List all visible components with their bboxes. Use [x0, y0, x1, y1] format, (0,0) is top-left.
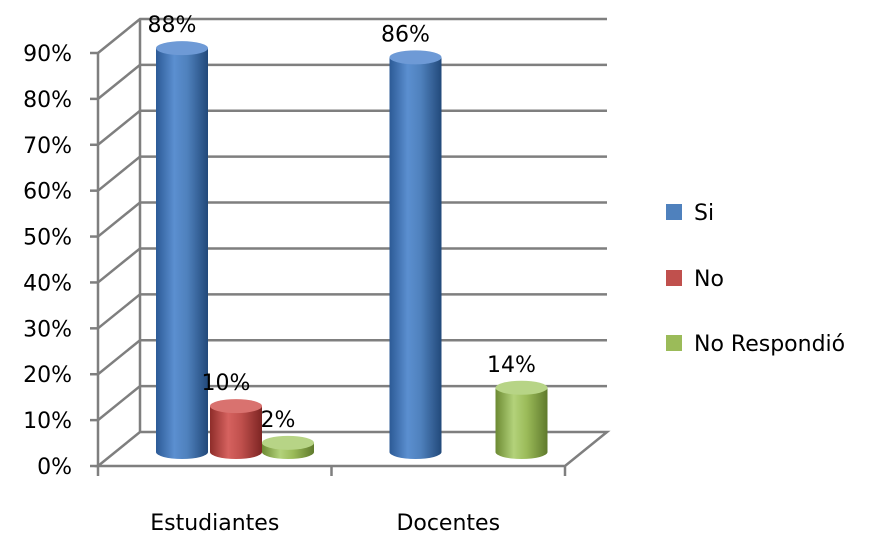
- bar-body: [389, 57, 442, 460]
- y-tick-label: 40%: [23, 271, 72, 296]
- bar-body: [210, 406, 262, 459]
- y-tick-label: 70%: [23, 134, 72, 159]
- y-tick-label: 30%: [23, 317, 72, 342]
- y-tick-label: 20%: [23, 363, 72, 388]
- bar-si-estudiantes: [156, 41, 208, 460]
- data-label: 88%: [148, 13, 197, 38]
- legend-swatch: [666, 270, 682, 286]
- y-tick-label: 0%: [37, 455, 72, 480]
- bar-no-respondió-estudiantes: [262, 435, 314, 459]
- data-label: 14%: [487, 353, 536, 378]
- x-category-label: Docentes: [396, 511, 500, 536]
- bar-no-estudiantes: [210, 399, 262, 459]
- y-tick-label: 60%: [23, 180, 72, 205]
- x-category-label: Estudiantes: [150, 511, 279, 536]
- bar-top: [389, 50, 442, 65]
- data-labels: 88% 86% 10% 2% 14%: [148, 13, 536, 433]
- bar-top: [210, 399, 262, 414]
- bars: [156, 41, 548, 460]
- axes: 0% 10% 20% 30% 40% 50% 60% 70% 80% 90% Estudiantes…: [23, 19, 567, 536]
- data-label: 2%: [261, 408, 296, 433]
- legend-swatch: [666, 335, 682, 351]
- bar-top: [156, 41, 208, 56]
- y-tick-label: 80%: [23, 88, 72, 113]
- data-label: 10%: [202, 371, 251, 396]
- bar-no-respondió-docentes: [495, 380, 548, 460]
- y-tick-label: 50%: [23, 226, 72, 251]
- legend-label: Si: [694, 201, 714, 226]
- bar-si-docentes: [389, 50, 442, 460]
- legend-label: No: [694, 267, 724, 292]
- bar-body: [156, 48, 208, 460]
- bar-top: [495, 380, 548, 395]
- y-tick-label: 90%: [23, 42, 72, 67]
- legend-label: No Respondió: [694, 332, 845, 357]
- bar-top: [262, 435, 314, 450]
- legend: Si No No Respondió: [666, 201, 845, 357]
- bar-body: [495, 387, 548, 460]
- data-label: 86%: [381, 22, 430, 47]
- y-tick-label: 10%: [23, 409, 72, 434]
- legend-swatch: [666, 204, 682, 220]
